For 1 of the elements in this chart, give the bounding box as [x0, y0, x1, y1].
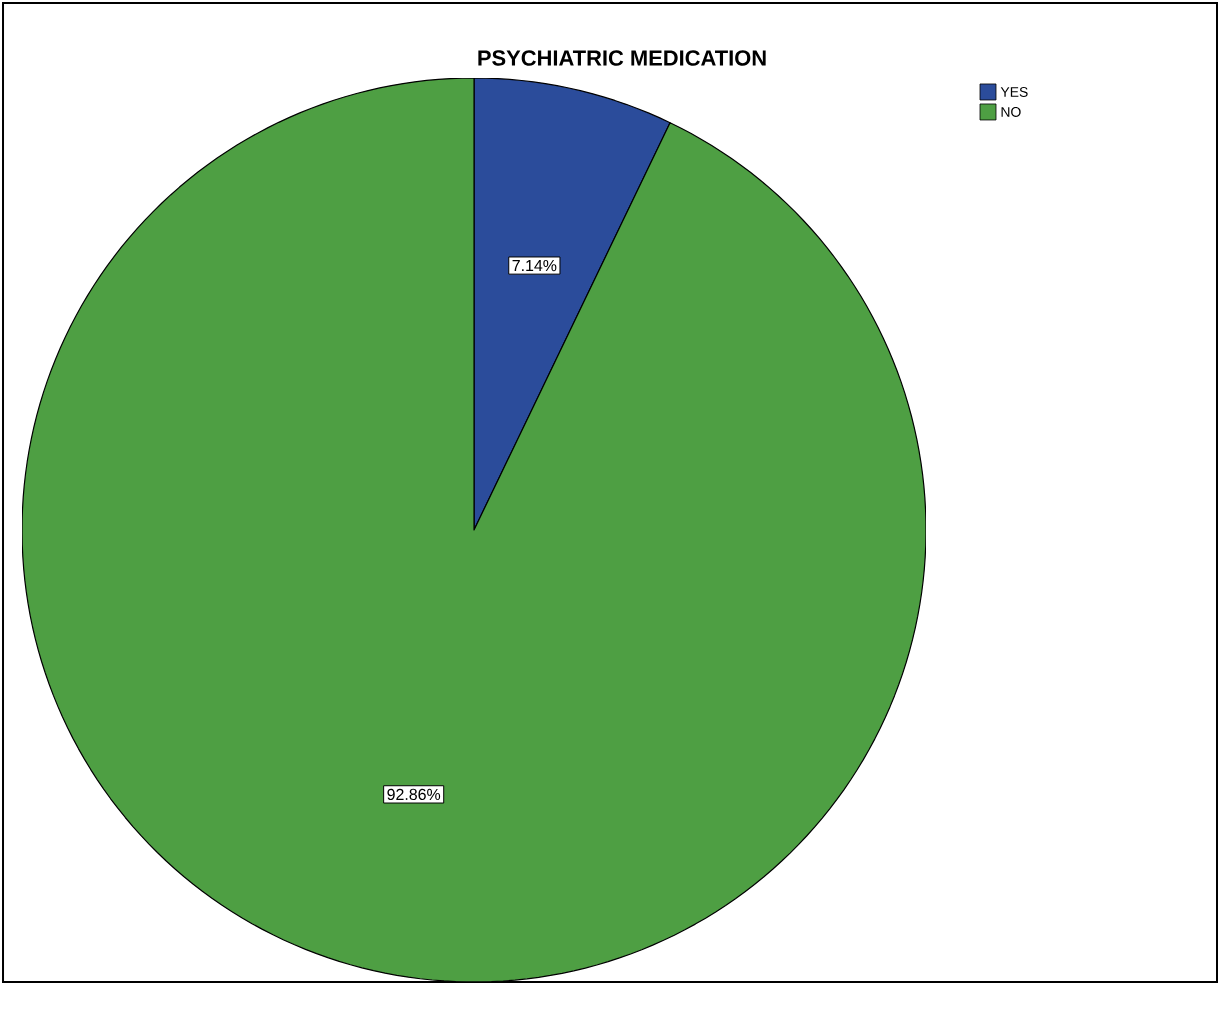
chart-title: PSYCHIATRIC MEDICATION [478, 50, 766, 66]
